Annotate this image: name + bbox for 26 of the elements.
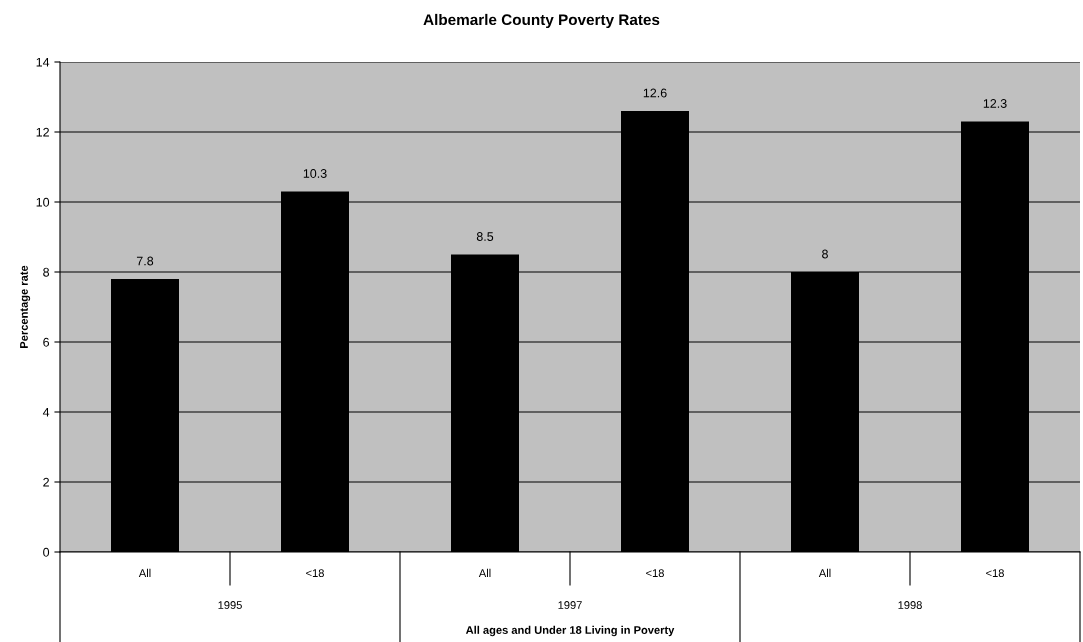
data-label: 12.3 [983,99,1007,108]
x-tick-label: All [138,568,151,577]
x-tick-label: All [478,568,491,577]
y-tick-label: 10 [36,197,50,207]
y-tick-label: 0 [43,547,50,557]
y-tick-label: 8 [43,267,50,277]
text: 1995 [218,601,242,609]
x-tick-label: <18 [306,569,324,578]
data-label: 8.5 [476,232,494,241]
data-label: 10.3 [303,169,327,178]
text: 1997 [558,601,582,609]
y-tick-label: 14 [36,57,50,67]
data-label: 8 [822,249,828,259]
chart-title: Albemarle County Poverty Rates [423,13,660,29]
x-tick-label: All [818,568,831,577]
text: 1998 [898,601,922,609]
y-tick-label: 4 [42,407,50,417]
x-tick-label: <18 [646,569,664,578]
data-label: 7.8 [136,256,154,266]
data-label: 12.6 [643,88,667,98]
y-tick-label: 6 [43,337,50,347]
x-axis-title: All ages and Under 18 Living in Poverty [465,625,675,637]
y-tick-label: 2 [43,477,49,487]
x-tick-label: <18 [986,569,1004,578]
y-axis-title: Percentage rate [20,265,31,348]
y-tick-label: 12 [36,127,49,137]
